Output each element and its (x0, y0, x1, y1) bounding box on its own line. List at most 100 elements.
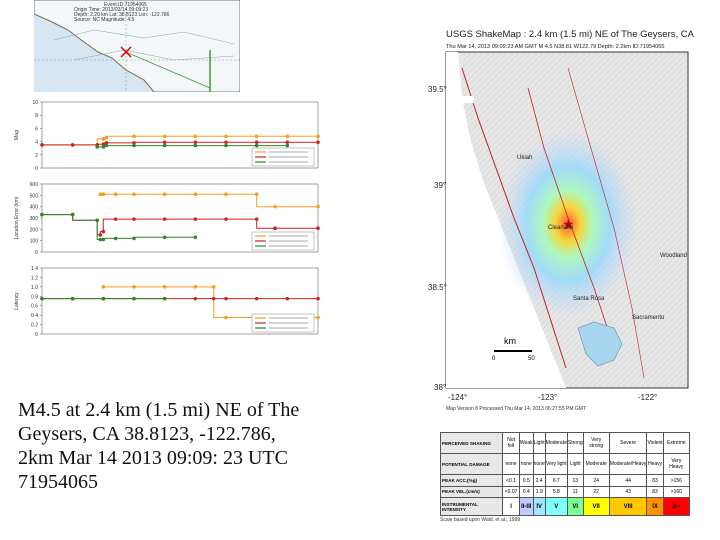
data-point (132, 236, 136, 241)
intensity-cell: Very light (544, 453, 568, 476)
latitude-label: 39° (434, 181, 446, 190)
intensity-cell: >160 (662, 485, 691, 499)
intensity-row: INSTRUMENTAL INTENSITY I II-III IV V VI VII VII… (439, 497, 691, 516)
scale-tick: 50 (528, 356, 535, 362)
intensity-cell: none (532, 453, 546, 476)
intensity-cell: Light (566, 453, 584, 476)
data-point (193, 235, 198, 240)
intensity-cell: <0.1 (502, 474, 520, 487)
city-label: Woodland (660, 253, 687, 259)
latitude-label: 38° (434, 383, 446, 392)
magnitude-chart: 0 2 4 6 8 10 Mag (14, 100, 320, 172)
intensity-row-header: POTENTIAL DAMAGE (439, 453, 504, 476)
data-point (98, 237, 103, 242)
data-point (285, 143, 290, 148)
map-header-line: Origin Time: 2013/03/14 09:09:23 (74, 7, 148, 13)
data-point (40, 212, 44, 217)
y-tick-label: 0 (35, 250, 38, 256)
data-point (101, 192, 106, 196)
data-point (162, 217, 167, 221)
scale-unit: km (504, 336, 516, 346)
caption-line: M4.5 at 2.4 km (1.5 mi) NE of The (18, 399, 300, 421)
intensity-row: PERCEIVED SHAKING Not felt Weak Light Modera… (439, 431, 691, 455)
y-tick-label: 1.4 (31, 266, 38, 272)
data-point (162, 134, 167, 139)
y-axis-label: Mag (14, 130, 20, 140)
data-point (254, 217, 259, 221)
intensity-cell: Extreme (662, 431, 691, 455)
map-header-line: Event ID 71954065 (104, 2, 147, 8)
data-point (316, 296, 320, 301)
intensity-cell: Violent (646, 431, 664, 455)
data-point (254, 134, 259, 139)
data-point (254, 140, 259, 145)
y-tick-label: 0 (35, 166, 38, 172)
data-point (132, 192, 136, 196)
data-point (316, 315, 320, 320)
event-caption: M4.5 at 2.4 km (1.5 mi) NE of The Geyser… (18, 398, 398, 494)
data-point (224, 143, 228, 148)
data-point (273, 204, 277, 209)
data-point (273, 226, 277, 230)
data-point (104, 143, 109, 148)
intensity-cell: 1.9 (532, 485, 546, 499)
data-point (132, 141, 136, 145)
intensity-row: POTENTIAL DAMAGE none none none Very light Li… (439, 453, 691, 476)
y-axis-label: Latency (14, 292, 20, 310)
intensity-cell: Not felt (502, 431, 520, 455)
y-tick-label: 1.2 (31, 275, 38, 281)
data-point (193, 217, 198, 221)
intensity-cell: 83 (646, 474, 664, 487)
intensity-cell: IV (532, 497, 546, 516)
data-point (224, 296, 228, 301)
epicenter-star-icon: ★ (562, 216, 575, 232)
data-point (193, 134, 198, 139)
intensity-cell: V (544, 497, 568, 516)
intensity-cell: 44 (608, 474, 648, 487)
data-point (224, 134, 228, 139)
intensity-cell: 0.5 (518, 474, 534, 487)
intensity-cell: none (518, 453, 534, 476)
intensity-legend-table: PERCEIVED SHAKING Not felt Weak Light Modera… (439, 431, 691, 516)
intensity-cell: 11 (566, 485, 584, 499)
data-point (316, 134, 320, 139)
intensity-cell: 0.4 (518, 485, 534, 499)
intensity-row: PEAK ACC.(%g) <0.1 0.5 2.4 6.7 13 24 44 83 >156 (439, 474, 691, 487)
city-label: Ukiah (517, 155, 532, 161)
data-point (70, 296, 75, 301)
caption-line: 71954065 (18, 471, 98, 493)
intensity-row-header: PEAK VEL.(cm/s) (439, 485, 504, 499)
epicenter-map: Event ID 71954065 Origin Time: 2013/03/1… (34, 0, 240, 92)
city-label: Clearlake (548, 225, 574, 231)
data-point (162, 192, 167, 196)
intensity-cell: II-III (518, 497, 534, 516)
y-tick-label: 200 (30, 227, 39, 233)
data-point (70, 212, 75, 217)
data-point (316, 204, 320, 209)
data-point (193, 143, 198, 148)
intensity-cell: VII (582, 497, 610, 516)
data-point (101, 296, 106, 301)
data-point (211, 285, 216, 289)
data-point (316, 140, 320, 145)
data-point (70, 143, 75, 147)
y-tick-label: 8 (35, 113, 38, 119)
intensity-cell: Moderate (582, 453, 610, 476)
map-header-line: Source: NC Magnitude: 4.5 (74, 17, 135, 23)
data-point (316, 226, 320, 230)
intensity-cell: 22 (582, 485, 610, 499)
y-tick-label: 0.6 (31, 304, 38, 310)
intensity-cell: 13 (566, 474, 584, 487)
y-tick-label: 2 (35, 153, 38, 159)
data-point (113, 236, 118, 241)
latitude-label: 38.5° (428, 283, 447, 292)
y-tick-label: 4 (35, 140, 38, 146)
intensity-cell: Light (532, 431, 546, 455)
y-tick-label: 10 (32, 100, 38, 106)
intensity-row-header: PEAK ACC.(%g) (439, 474, 504, 487)
data-point (132, 143, 136, 148)
intensity-cell: Weak (518, 431, 534, 455)
shakemap-title: USGS ShakeMap : 2.4 km (1.5 mi) NE of Th… (446, 29, 695, 40)
data-point (162, 140, 167, 145)
scale-tick: 0 (492, 356, 496, 362)
